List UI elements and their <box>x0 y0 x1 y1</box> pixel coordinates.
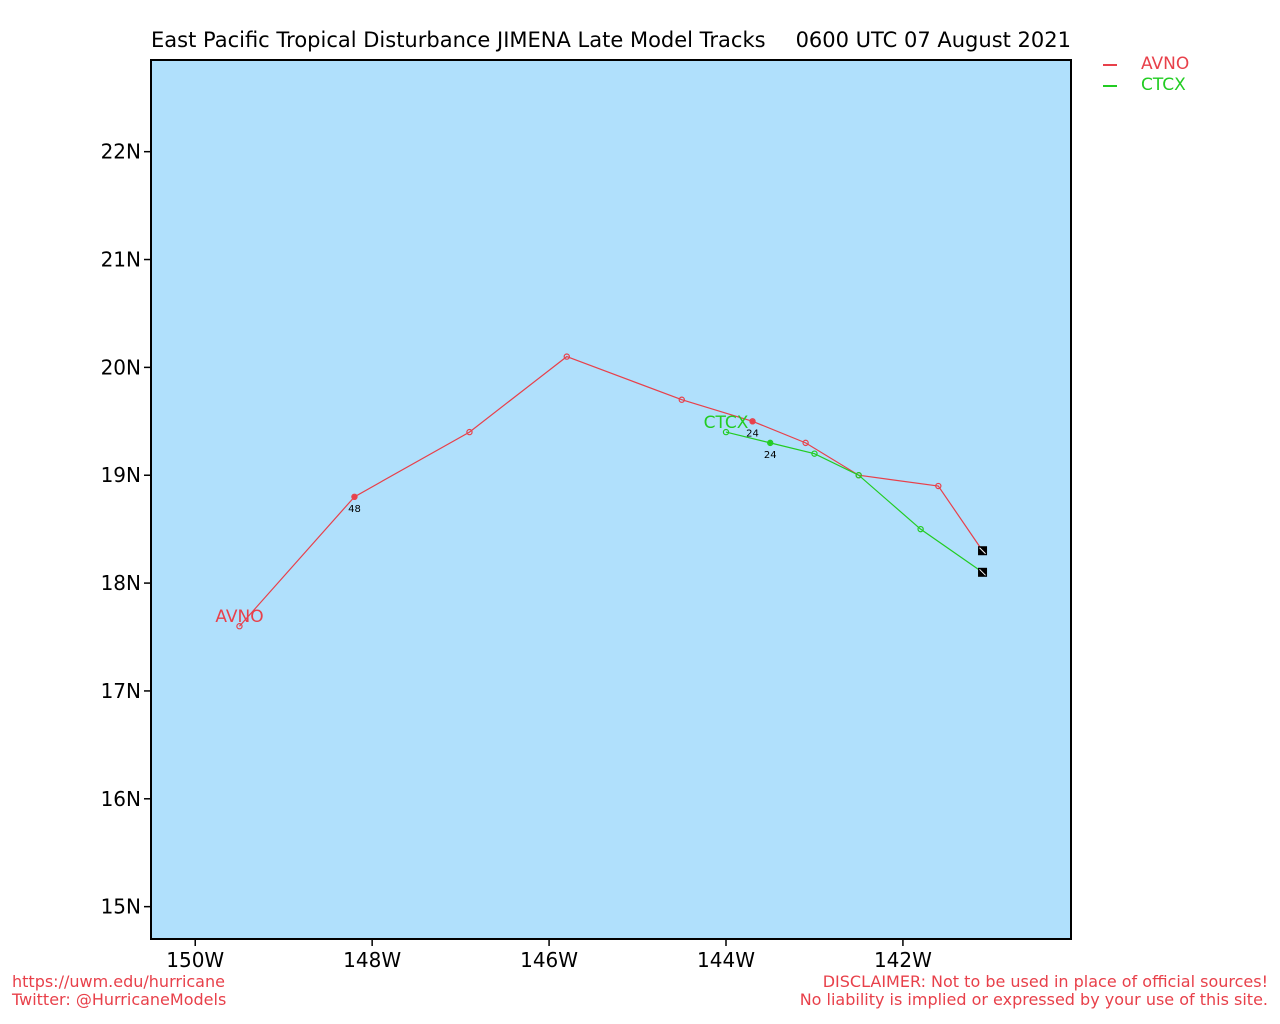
legend-item-ctcx: CTCX <box>1103 75 1189 96</box>
y-tick-label: 21N <box>101 248 141 272</box>
track-point-ctcx <box>767 439 774 447</box>
chart-datetime: 0600 UTC 07 August 2021 <box>795 28 1071 52</box>
legend-label-ctcx: CTCX <box>1141 75 1186 95</box>
hour-label-ctcx: 24 <box>764 450 777 461</box>
track-point-ctcx <box>722 428 730 436</box>
hour-point-ctcx <box>768 440 773 446</box>
track-point-avno <box>563 353 570 360</box>
track-line-ctcx <box>725 431 983 573</box>
legend-item-avno: AVNO <box>1103 54 1189 75</box>
legend: AVNO CTCX <box>1103 54 1189 96</box>
track-line-avno <box>239 355 984 627</box>
hour-label-avno: 24 <box>746 428 759 439</box>
track-point-avno <box>236 623 243 630</box>
track-point-ctcx <box>855 472 862 479</box>
footer-right: DISCLAIMER: Not to be used in place of o… <box>800 973 1268 1009</box>
initial-position-mark-ctcx <box>979 568 986 576</box>
footer-left: https://uwm.edu/hurricane Twitter: @Hurr… <box>12 973 226 1009</box>
hour-label-avno: 48 <box>348 504 361 515</box>
initial-position-mark-avno <box>979 547 986 555</box>
plot-frame <box>150 59 1072 940</box>
footer-twitter[interactable]: Twitter: @HurricaneModels <box>12 990 227 1009</box>
legend-swatch-ctcx <box>1103 84 1117 87</box>
y-tick-label: 15N <box>101 895 141 919</box>
footer-disclaimer-2: No liability is implied or expressed by … <box>799 990 1268 1009</box>
track-point-ctcx <box>811 450 818 457</box>
y-tick-label: 16N <box>101 787 141 811</box>
chart-title: East Pacific Tropical Disturbance JIMENA… <box>151 28 766 52</box>
x-tick-label: 146W <box>520 948 578 972</box>
x-tick-label: 142W <box>874 948 932 972</box>
x-tick-label: 148W <box>343 948 401 972</box>
ocean-area <box>151 60 1071 939</box>
track-point-avno <box>935 482 942 490</box>
track-end-label-avno: AVNO <box>215 607 263 627</box>
track-point-avno <box>802 439 809 447</box>
track-point-ctcx <box>917 525 924 533</box>
y-tick-label: 17N <box>101 679 141 703</box>
track-point-avno <box>678 396 685 403</box>
footer-disclaimer-1: DISCLAIMER: Not to be used in place of o… <box>822 972 1268 991</box>
y-tick-label: 20N <box>101 355 141 379</box>
track-end-label-ctcx: CTCX <box>704 413 749 433</box>
legend-label-avno: AVNO <box>1141 54 1190 74</box>
track-point-avno <box>466 428 473 436</box>
hour-point-avno <box>352 494 357 500</box>
x-tick-label: 150W <box>166 948 224 972</box>
legend-swatch-avno <box>1103 63 1117 66</box>
y-tick-label: 19N <box>101 463 141 487</box>
hour-point-avno <box>750 419 755 424</box>
x-tick-label: 144W <box>697 948 755 972</box>
track-point-avno <box>351 493 358 501</box>
footer-url[interactable]: https://uwm.edu/hurricane <box>12 972 225 991</box>
y-tick-label: 18N <box>101 571 141 595</box>
track-point-avno <box>749 418 756 425</box>
y-tick-label: 22N <box>101 140 141 164</box>
